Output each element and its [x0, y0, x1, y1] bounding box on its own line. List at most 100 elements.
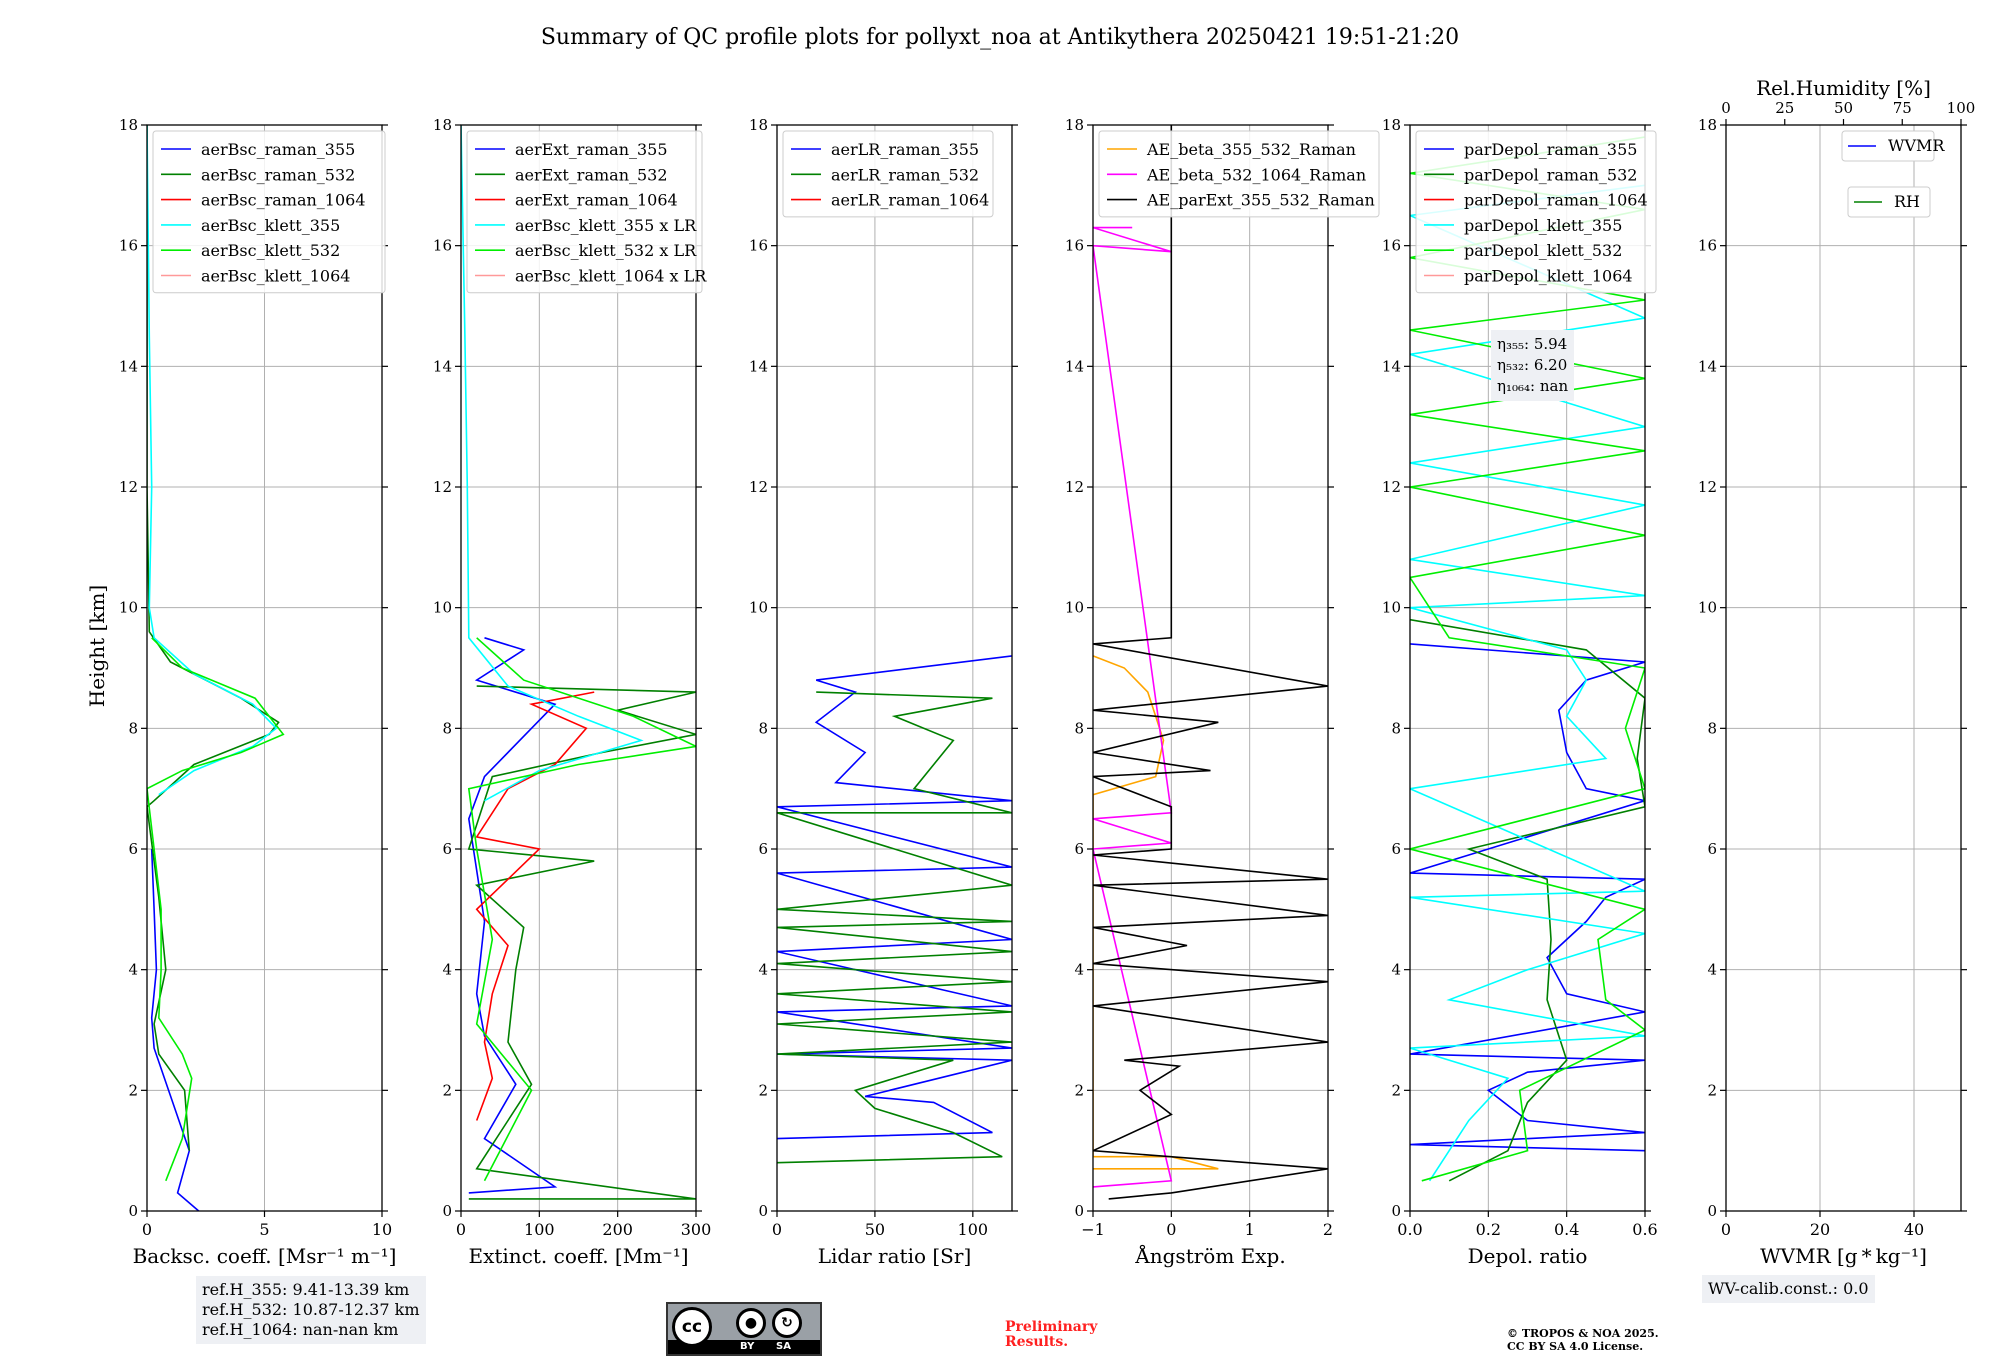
- axes-frame: [1409, 124, 1646, 1212]
- y-tick-label: 16: [1382, 237, 1401, 255]
- x-tick-label: 300: [681, 1220, 712, 1239]
- legend-box: [1847, 186, 1931, 218]
- wv-calib-text: WV-calib.const.: 0.0: [1708, 1279, 1869, 1298]
- y-tick-label: 18: [1382, 116, 1401, 134]
- legend-box: [1415, 130, 1657, 294]
- y-tick-label: 14: [119, 357, 138, 375]
- top-x-tick-label: 25: [1775, 99, 1794, 117]
- x-tick-label: 40: [1904, 1220, 1924, 1239]
- legend-label: aerExt_raman_355: [515, 140, 668, 159]
- panel-depol: 0 2 4 6 8 10 12 14 16 18 0.0 0.2 0.4 0.6 Depol. ratio p…: [1382, 116, 1658, 1268]
- y-tick-label: 10: [1065, 599, 1084, 617]
- panel-lr: 0 2 4 6 8 10 12 14 16 18 0 50 100 Lidar ratio [Sr] aer…: [749, 116, 1018, 1268]
- panel-bsc: 0 2 4 6 8 10 12 14 16 18 0 5 10 Backsc. coeff. [Msr⁻¹…: [119, 116, 396, 1268]
- x-tick-label: −1: [1081, 1220, 1105, 1239]
- legend-box: [782, 130, 994, 218]
- x-axis-label: Lidar ratio [Sr]: [818, 1244, 972, 1268]
- x-tick-label: 0: [142, 1220, 152, 1239]
- x-tick-label: 0.6: [1632, 1220, 1657, 1239]
- legend-label: aerBsc_klett_532 x LR: [515, 241, 697, 260]
- x-tick-label: 2: [1323, 1220, 1333, 1239]
- legend-label: aerBsc_klett_355 x LR: [515, 216, 697, 235]
- legend-label: aerExt_raman_1064: [515, 191, 678, 210]
- axes-frame: [146, 124, 383, 1212]
- y-tick-label: 0: [1074, 1202, 1084, 1220]
- top-x-tick-label: 50: [1834, 99, 1853, 117]
- series-aerBsc_klett_355 x LR: [461, 125, 644, 802]
- legend-label: aerBsc_klett_532: [201, 241, 340, 260]
- y-tick-label: 6: [758, 840, 768, 858]
- y-tick-label: 14: [749, 357, 768, 375]
- y-tick-label: 0: [442, 1202, 452, 1220]
- y-tick-label: 12: [1382, 478, 1401, 496]
- y-tick-label: 6: [128, 840, 138, 858]
- x-tick-label: 50: [865, 1220, 885, 1239]
- preliminary-line-1: Preliminary: [1005, 1319, 1098, 1335]
- y-tick-label: 4: [1074, 961, 1084, 979]
- series-parDepol_raman_355: [1410, 643, 1645, 1152]
- series-AE_parExt_355_532_Raman: [1093, 125, 1328, 1200]
- y-tick-label: 4: [128, 961, 138, 979]
- legend-label: aerLR_raman_532: [831, 165, 979, 184]
- x-axis-label: Backsc. coeff. [Msr⁻¹ m⁻¹]: [133, 1244, 397, 1268]
- legend-label: aerBsc_klett_1064 x LR: [515, 267, 707, 286]
- ref-height-1064: ref.H_1064: nan-nan km: [202, 1320, 399, 1339]
- y-tick-label: 6: [1074, 840, 1084, 858]
- x-tick-label: 0: [456, 1220, 466, 1239]
- y-tick-label: 12: [749, 478, 768, 496]
- series-aerExt_raman_532: [467, 685, 696, 1200]
- x-axis-label: Extinct. coeff. [Mm⁻¹]: [468, 1244, 688, 1268]
- y-tick-label: 18: [119, 116, 138, 134]
- y-tick-label: 4: [758, 961, 768, 979]
- x-tick-label: 200: [602, 1220, 633, 1239]
- y-tick-label: 12: [1698, 478, 1717, 496]
- cc-icon: cc: [672, 1307, 712, 1347]
- legend-label: parDepol_raman_532: [1464, 165, 1637, 184]
- x-tick-label: 0.4: [1554, 1220, 1579, 1239]
- legend-label: aerLR_raman_1064: [831, 191, 989, 210]
- legend-box: [466, 130, 703, 294]
- badge-by-text: BY: [740, 1341, 755, 1352]
- axes-frame: [776, 124, 1013, 1212]
- y-tick-label: 8: [1391, 719, 1401, 737]
- y-tick-label: 16: [119, 237, 138, 255]
- y-tick-label: 10: [749, 599, 768, 617]
- y-tick-label: 2: [442, 1081, 452, 1099]
- y-tick-label: 0: [1391, 1202, 1401, 1220]
- y-tick-label: 2: [1391, 1081, 1401, 1099]
- y-tick-label: 16: [1065, 237, 1084, 255]
- y-tick-label: 10: [433, 599, 452, 617]
- y-tick-label: 18: [749, 116, 768, 134]
- legend-label: parDepol_klett_532: [1464, 241, 1622, 260]
- x-tick-label: 0: [772, 1220, 782, 1239]
- y-tick-label: 10: [1698, 599, 1717, 617]
- badge-sa-text: SA: [776, 1341, 791, 1352]
- y-tick-label: 12: [1065, 478, 1084, 496]
- axes-frame: [1092, 124, 1329, 1212]
- y-tick-label: 0: [128, 1202, 138, 1220]
- legend-label: AE_parExt_355_532_Raman: [1146, 191, 1375, 210]
- legend-label: RH: [1894, 192, 1920, 211]
- y-tick-label: 16: [433, 237, 452, 255]
- series-aerBsc_klett_532: [147, 637, 285, 1182]
- legend-box: [1841, 130, 1935, 162]
- series-aerLR_raman_355: [777, 655, 1012, 1140]
- y-tick-label: 4: [442, 961, 452, 979]
- y-tick-label: 14: [1698, 357, 1717, 375]
- x-tick-label: 0: [1166, 1220, 1176, 1239]
- y-tick-label: 6: [1707, 840, 1717, 858]
- y-axis-label: Height [km]: [85, 585, 109, 707]
- wv-calib-note: WV-calib.const.: 0.0: [1702, 1275, 1875, 1303]
- legend-label: aerBsc_klett_355: [201, 216, 340, 235]
- y-tick-label: 18: [433, 116, 452, 134]
- y-tick-label: 8: [442, 719, 452, 737]
- legend-label: parDepol_klett_1064: [1464, 267, 1633, 286]
- y-tick-label: 6: [442, 840, 452, 858]
- cc-license-badge[interactable]: cc ● ↻ BY SA: [666, 1302, 822, 1356]
- legend-box: [152, 130, 386, 294]
- y-tick-label: 12: [119, 478, 138, 496]
- y-tick-label: 14: [1382, 357, 1401, 375]
- series-aerBsc_raman_355: [150, 848, 200, 1211]
- y-tick-label: 8: [758, 719, 768, 737]
- y-tick-label: 14: [433, 357, 452, 375]
